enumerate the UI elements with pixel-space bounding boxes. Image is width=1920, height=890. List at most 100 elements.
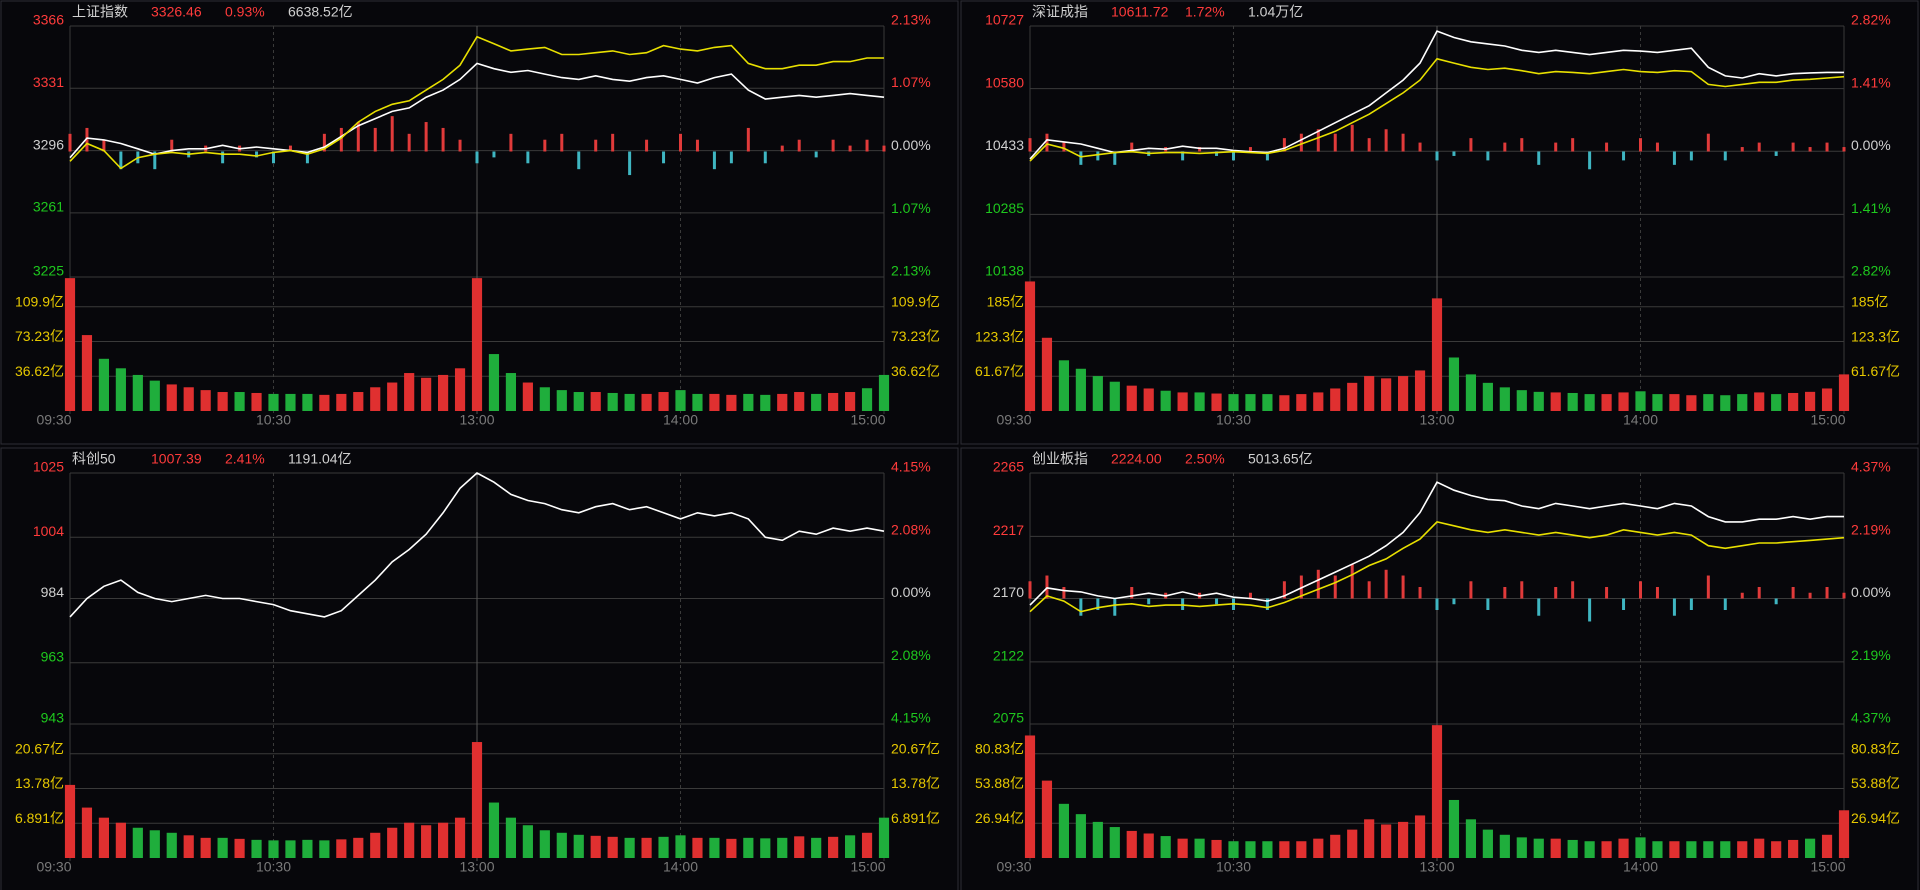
price-line [1029,481,1844,606]
volume-tick-label-right: 123.3亿 [1851,328,1900,344]
volume-bar [1279,395,1290,411]
volume-bar [421,825,432,858]
volume-bar [1804,838,1816,858]
volume-bar [1788,392,1799,411]
y2-tick-label: 1.07% [891,74,931,90]
y2-tick-label: 1.41% [1851,74,1891,90]
volume-tick-label-right: 20.67亿 [891,740,940,756]
volume-bar [556,390,567,411]
volume-bar [861,832,873,858]
x-tick-label: 14:00 [1623,412,1658,428]
volume-bar [1618,392,1629,411]
y2-tick-label: 2.19% [1851,647,1891,663]
index-price: 1007.39 [151,451,202,467]
volume-bar [454,817,466,858]
volume-bar [777,393,788,411]
volume-bar [1177,838,1188,858]
volume-bar [1771,841,1782,858]
volume-bar [641,837,652,858]
y2-tick-label: 0.00% [891,584,931,600]
x-tick-label: 14:00 [663,412,698,428]
volume-bar [1245,394,1256,411]
volume-bar [488,802,500,858]
volume-bar [1499,834,1510,858]
volume-bar [1720,395,1731,411]
volume-bar [624,393,635,411]
volume-bar [878,817,890,858]
x-tick-label: 10:30 [1216,412,1251,428]
y2-tick-label: 2.08% [891,521,931,537]
panel-border [0,447,959,890]
volume-bar [590,392,601,411]
volume-bar [285,393,296,411]
volume-bar [1024,735,1036,858]
volume-bar [658,392,669,411]
volume-tick-label: 26.94亿 [975,810,1024,826]
price-line [69,35,884,170]
y2-tick-label: 0.00% [1851,584,1891,600]
volume-tick-label-right: 6.891亿 [891,810,940,826]
volume-bar [1279,841,1290,858]
y-tick-label: 963 [41,648,65,664]
volume-bar [1397,821,1409,858]
volume-bar [1296,841,1307,858]
volume-bar [64,278,76,411]
volume-bar [1194,838,1205,858]
volume-bar [370,387,381,411]
volume-bar [607,836,618,858]
panel-border [960,0,1919,445]
volume-tick-label: 123.3亿 [975,328,1024,344]
y-tick-label: 10580 [985,74,1024,90]
y-tick-label: 10138 [985,263,1024,279]
volume-bar [387,827,398,858]
volume-bar [1313,392,1324,411]
volume-tick-label-right: 109.9亿 [891,293,940,309]
volume-bar [1058,360,1070,411]
volume-bar [1788,839,1799,858]
y-tick-label: 1004 [33,523,64,539]
volume-tick-label-right: 80.83亿 [1851,740,1900,756]
volume-bar [1431,298,1443,411]
volume-bar [81,807,93,858]
volume-bar [437,822,449,858]
volume-bar [1109,827,1120,858]
volume-bar [1126,830,1137,858]
volume-bar [98,358,110,411]
volume-bar [1550,392,1561,411]
index-change: 2.41% [225,451,265,467]
y-tick-label: 3296 [33,136,64,152]
volume-bar [1347,829,1358,858]
volume-bar [1414,370,1426,411]
y2-tick-label: 2.13% [891,263,931,279]
volume-bar [1330,834,1341,858]
volume-bar [811,837,822,858]
volume-bar [115,368,126,411]
volume-bar [200,390,211,411]
volume-bar [1567,392,1578,411]
volume-bar [1228,394,1239,411]
x-tick-label: 15:00 [1810,412,1845,428]
volume-bar [692,837,703,858]
x-tick-label: 15:00 [1810,859,1845,875]
y-tick-label: 10727 [985,12,1024,28]
y-tick-label: 984 [41,584,65,600]
volume-bar [1024,281,1036,411]
y2-tick-label: 4.15% [891,459,931,475]
volume-bar [760,838,771,858]
volume-bar [454,368,466,411]
volume-bar [488,354,500,411]
volume-bar [607,392,618,411]
volume-bar [1228,841,1239,858]
volume-bar [556,832,567,858]
volume-bar [1838,374,1850,411]
volume-bar [1109,381,1120,411]
volume-bar [336,393,347,411]
volume-bar [1669,394,1680,411]
volume-bar [1143,833,1154,858]
y2-tick-label: 4.15% [891,710,931,726]
y-tick-label: 3261 [33,199,64,215]
volume-bar [268,840,279,858]
volume-bar [1211,839,1222,858]
index-turnover: 5013.65亿 [1248,451,1313,467]
y2-tick-label: 2.82% [1851,12,1891,28]
